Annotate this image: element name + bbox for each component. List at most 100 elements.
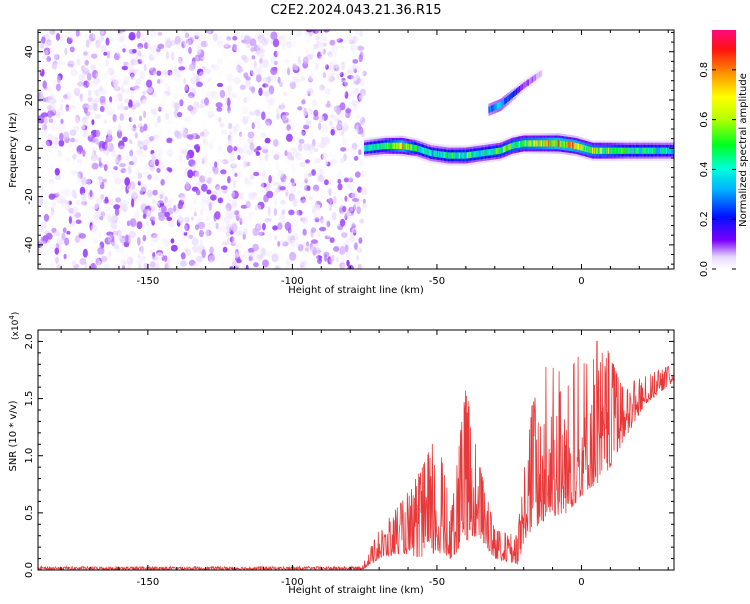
noise-cell — [196, 244, 203, 253]
noise-cell — [134, 88, 142, 95]
noise-cell — [137, 43, 144, 49]
noise-cell — [176, 111, 183, 118]
noise-cell — [206, 91, 213, 99]
noise-cell — [285, 257, 290, 266]
noise-cell — [332, 155, 338, 164]
spectrogram-heatmap — [38, 30, 674, 269]
noise-cell — [124, 253, 131, 262]
ridge-cell — [581, 144, 584, 151]
snr-frame — [37, 329, 675, 571]
noise-cell — [264, 137, 271, 144]
noise-cell — [351, 142, 358, 150]
noise-cell — [125, 88, 130, 95]
noise-cell — [177, 81, 184, 87]
noise-cell — [190, 249, 195, 257]
noise-cell — [343, 121, 348, 130]
noise-cell — [251, 151, 257, 159]
noise-cell — [289, 185, 297, 194]
noise-cell — [301, 99, 306, 105]
branch-cell — [513, 90, 515, 98]
noise-cell — [118, 38, 125, 43]
noise-cell — [289, 78, 295, 84]
noise-cell — [52, 136, 57, 145]
noise-cell — [80, 57, 84, 66]
noise-cell — [270, 122, 275, 130]
noise-cell — [223, 215, 231, 224]
ridge-cell — [489, 149, 491, 156]
noise-cell — [158, 129, 163, 139]
noise-cell — [210, 194, 217, 201]
noise-cell — [149, 204, 157, 210]
noise-cell — [79, 124, 83, 133]
noise-cell — [114, 208, 120, 216]
noise-cell — [296, 241, 300, 247]
y-tick-label: 40 — [24, 45, 35, 58]
noise-cell — [164, 211, 170, 218]
noise-cell — [143, 165, 150, 171]
noise-cell — [184, 84, 190, 94]
noise-cell — [55, 122, 62, 127]
ridge-cell — [624, 147, 626, 154]
noise-cell — [161, 99, 166, 107]
noise-cell — [143, 64, 147, 72]
noise-cell — [49, 243, 57, 253]
noise-cell — [240, 214, 245, 224]
noise-cell — [266, 104, 270, 110]
ridge-cell — [419, 146, 422, 153]
noise-cell — [202, 61, 209, 67]
noise-cell — [94, 114, 102, 119]
noise-cell — [283, 207, 290, 215]
noise-cell — [103, 203, 111, 212]
noise-cell — [166, 261, 171, 269]
noise-cell — [298, 131, 306, 136]
noise-cell — [138, 115, 143, 122]
ridge-cell — [664, 147, 667, 154]
noise-cell — [227, 122, 233, 130]
noise-cell — [285, 264, 289, 269]
noise-cell — [40, 90, 44, 99]
ridge-cell — [452, 152, 454, 159]
noise-cell — [254, 109, 261, 116]
noise-cell — [62, 177, 68, 187]
noise-cell — [160, 178, 165, 186]
noise-cell — [351, 132, 357, 138]
noise-cell — [334, 62, 341, 68]
ridge-cell — [427, 149, 430, 156]
noise-cell — [122, 199, 130, 206]
noise-cell — [58, 61, 66, 66]
noise-cell — [58, 123, 66, 132]
noise-cell — [339, 218, 346, 227]
noise-cell — [48, 30, 53, 37]
noise-cell — [339, 246, 346, 256]
noise-cell — [105, 99, 111, 107]
ridge-cell — [367, 144, 370, 151]
noise-cell — [219, 89, 226, 99]
noise-cell — [299, 260, 307, 266]
noise-cell — [72, 153, 76, 161]
noise-cell — [173, 65, 177, 75]
noise-cell — [239, 131, 243, 137]
noise-cell — [329, 257, 335, 265]
noise-cell — [88, 33, 96, 42]
noise-cell — [341, 54, 347, 64]
ridge-cell — [402, 142, 404, 150]
noise-cell — [117, 230, 123, 240]
noise-cell — [140, 183, 148, 192]
noise-cell — [227, 166, 232, 173]
noise-cell — [243, 143, 248, 151]
noise-cell — [283, 177, 291, 183]
ridge-cell — [390, 142, 393, 149]
noise-cell — [151, 256, 159, 261]
noise-cell — [112, 114, 117, 122]
noise-cell — [225, 203, 232, 212]
noise-cell — [336, 213, 343, 219]
noise-cell — [124, 153, 131, 161]
noise-cell — [288, 182, 295, 190]
ridge-cell — [647, 147, 649, 154]
noise-cell — [236, 230, 243, 239]
noise-cell — [329, 159, 337, 164]
noise-cell — [356, 45, 365, 51]
noise-cell — [188, 159, 196, 167]
noise-cell — [38, 142, 42, 147]
